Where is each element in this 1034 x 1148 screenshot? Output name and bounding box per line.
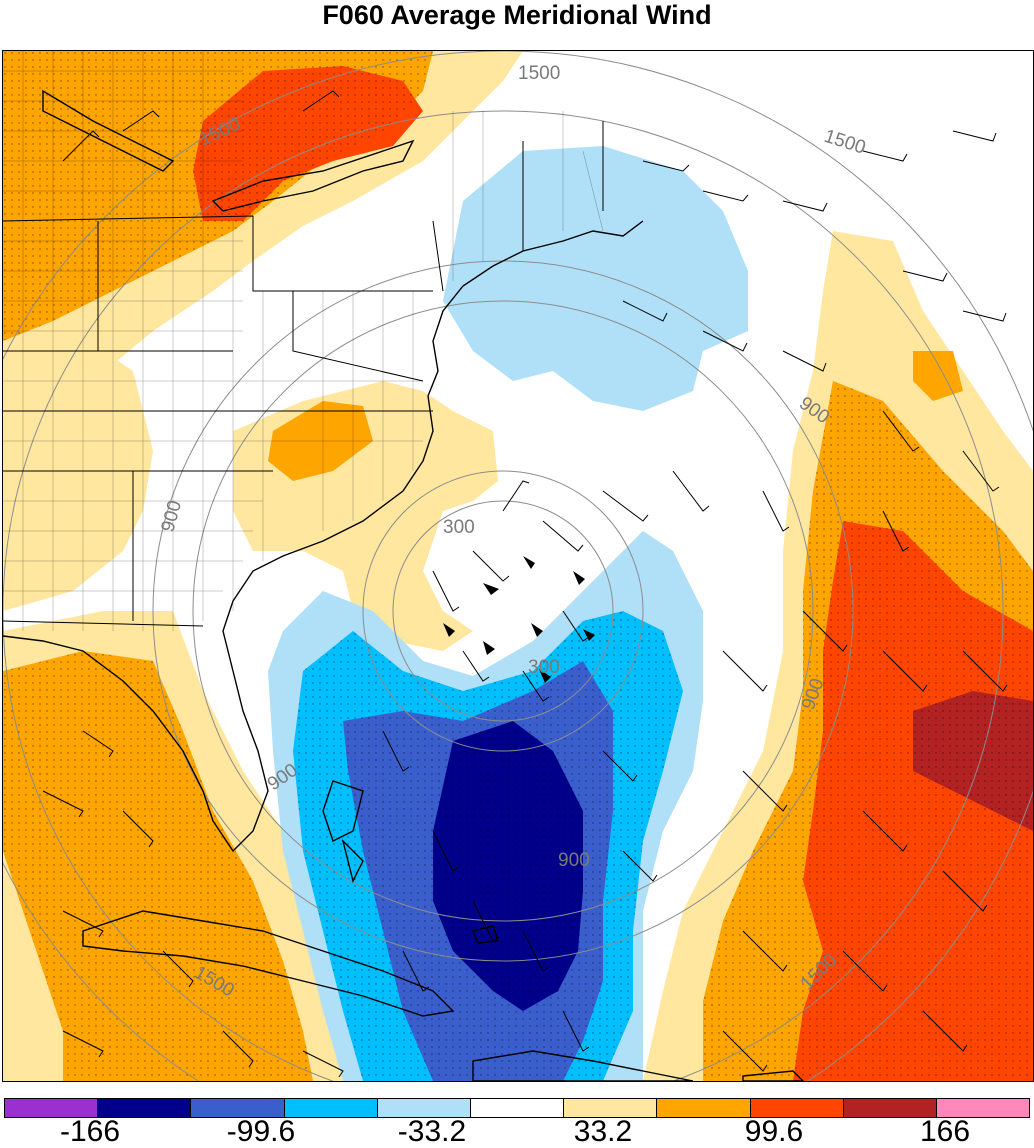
colorbar-swatch	[843, 1099, 937, 1117]
height-contour-1500	[3, 110, 1004, 1081]
stipple-northwest	[3, 51, 433, 341]
puerto-rico-outline	[742, 1070, 804, 1081]
wind-flag	[583, 629, 595, 641]
colorbar-tick-label: 166	[919, 1115, 971, 1148]
colorbar-tick-label: -99.6	[226, 1115, 296, 1148]
lake-erie	[42, 89, 175, 172]
height-contour-600	[362, 470, 644, 752]
colorbar-swatch	[284, 1099, 378, 1117]
atlantic-coastline	[3, 220, 644, 853]
wind-barbs	[42, 90, 1008, 1078]
contour-label-300: 300	[443, 517, 475, 538]
hispaniola-outline	[472, 1050, 694, 1081]
colorbar-tick-label: -33.2	[397, 1115, 467, 1148]
wind-flag	[539, 669, 551, 683]
colorbar-tick-label: -166	[59, 1115, 121, 1148]
contour-label-900: 900	[158, 498, 186, 534]
wind-flag	[483, 583, 499, 595]
map-title: F060 Average Meridional Wind	[322, 0, 712, 30]
colorbar-swatch	[98, 1099, 192, 1117]
colorbar-swatch	[936, 1099, 1030, 1117]
stipple-southwest	[3, 651, 313, 1081]
wind-fill-layer	[3, 51, 1033, 1081]
state-borders	[3, 121, 604, 627]
geography-lines	[3, 89, 804, 1081]
colorbar-swatch	[191, 1099, 285, 1117]
wind-flag	[483, 641, 495, 655]
colorbar-swatch	[657, 1099, 751, 1117]
colorbar	[4, 1098, 1030, 1118]
map-canvas: 300 300 900 900 900 900 900 1500 1500 15…	[3, 51, 1033, 1081]
colorbar-swatch	[564, 1099, 658, 1117]
wind-flag	[531, 623, 543, 637]
contour-label-1500: 1500	[821, 126, 868, 159]
colorbar-swatch	[5, 1099, 99, 1117]
height-contour-300	[392, 500, 614, 722]
height-contours	[3, 51, 1033, 1081]
wind-flag	[523, 556, 535, 569]
wind-flag	[573, 571, 585, 585]
wind-flags	[443, 556, 595, 683]
colorbar-swatch	[750, 1099, 844, 1117]
colorbar-tick-label: 33.2	[573, 1115, 633, 1148]
cuba-outline	[82, 910, 455, 1017]
colorbar-swatch	[377, 1099, 471, 1117]
map-panel: 300 300 900 900 900 900 900 1500 1500 15…	[2, 50, 1034, 1082]
colorbar-swatch	[470, 1099, 565, 1117]
contour-label-300: 300	[528, 657, 560, 678]
stipple-south-blue	[293, 611, 683, 1081]
lake-ontario	[211, 139, 415, 212]
wind-flag	[443, 623, 455, 637]
colorbar-tick-label: 99.6	[744, 1115, 804, 1148]
county-borders	[3, 51, 604, 631]
contour-label-900: 900	[558, 850, 590, 871]
stipple-east	[703, 381, 1033, 1081]
contour-label-1500: 1500	[518, 63, 560, 84]
fill-light-blue-northeast	[443, 146, 748, 411]
height-contour-900	[192, 300, 814, 922]
